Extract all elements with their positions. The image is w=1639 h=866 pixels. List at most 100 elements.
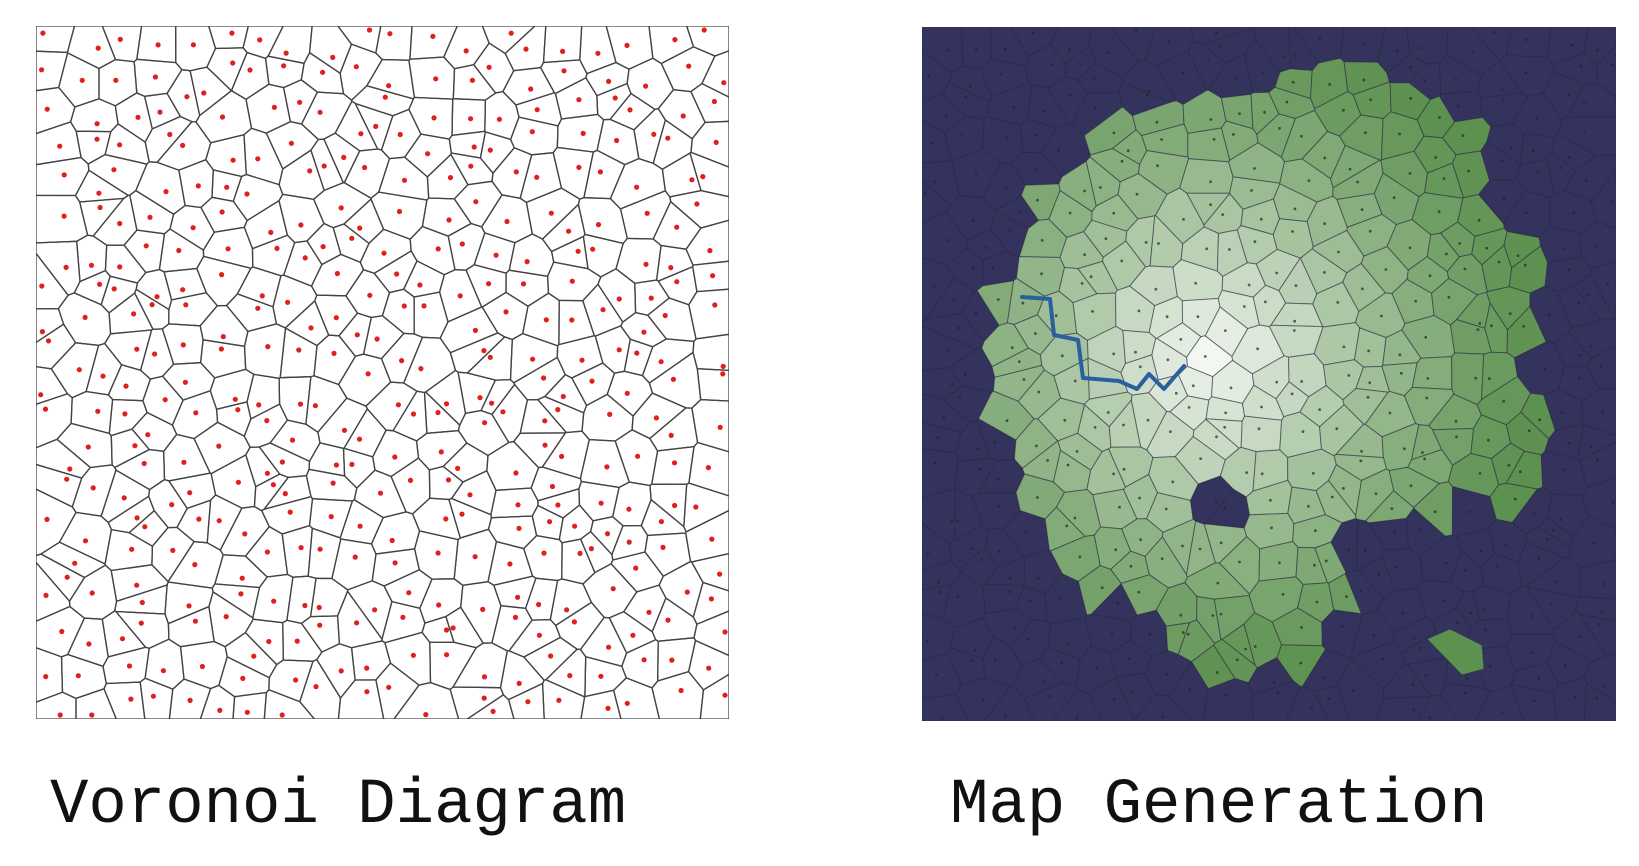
map-site [1066, 463, 1070, 467]
voronoi-site [317, 109, 323, 115]
voronoi-site [117, 264, 123, 270]
voronoi-site [235, 407, 241, 413]
map-site [971, 219, 975, 223]
map-site [1005, 419, 1009, 423]
voronoi-site [433, 76, 439, 82]
voronoi-site [481, 674, 488, 680]
voronoi-site [604, 464, 610, 470]
voronoi-site [230, 157, 236, 163]
map-site [1523, 263, 1527, 267]
voronoi-site [256, 402, 262, 408]
voronoi-site [418, 366, 424, 372]
voronoi-site [180, 287, 186, 293]
map-site [1577, 301, 1580, 305]
ocean-cell [1478, 178, 1526, 225]
map-site [1384, 268, 1388, 271]
voronoi-site [142, 524, 148, 530]
voronoi-site [534, 107, 540, 113]
voronoi-site [616, 296, 622, 302]
map-site [1235, 658, 1239, 662]
map-site [1137, 590, 1141, 594]
voronoi-site [447, 175, 454, 181]
map-site [1244, 647, 1247, 651]
voronoi-site [630, 632, 636, 638]
map-site [1126, 149, 1130, 153]
map-site [1603, 684, 1607, 688]
map-site [1181, 71, 1185, 75]
ocean-cell [1505, 27, 1552, 58]
map-site [1099, 186, 1102, 189]
voronoi-site [94, 121, 100, 127]
map-site [1198, 547, 1202, 551]
map-site [1314, 529, 1317, 532]
map-site [1337, 250, 1340, 254]
voronoi-site [548, 653, 554, 659]
voronoi-site [709, 536, 715, 542]
voronoi-site [187, 697, 193, 704]
map-site [1567, 93, 1571, 97]
map-site [1322, 676, 1326, 680]
map-site [1301, 430, 1305, 433]
map-site [1507, 464, 1511, 467]
map-site [1042, 109, 1046, 113]
map-generation-canvas [922, 27, 1616, 721]
voronoi-site [145, 432, 151, 438]
map-site [1256, 347, 1259, 351]
map-site [1148, 633, 1152, 636]
voronoi-site [392, 454, 398, 460]
voronoi-site [216, 518, 222, 524]
voronoi-site [595, 222, 602, 228]
map-site [974, 171, 978, 175]
voronoi-site [43, 592, 49, 599]
map-site [1209, 118, 1213, 121]
map-site [1360, 449, 1363, 453]
voronoi-site [700, 174, 706, 180]
voronoi-site [444, 652, 450, 658]
voronoi-cell [685, 219, 729, 266]
voronoi-site [289, 437, 296, 443]
voronoi-site [264, 470, 270, 476]
voronoi-site [94, 136, 100, 142]
map-site [1232, 133, 1235, 136]
voronoi-site [467, 492, 473, 498]
voronoi-site [616, 347, 622, 353]
voronoi-site [381, 250, 387, 256]
voronoi-site [57, 712, 63, 718]
map-site [978, 467, 982, 471]
voronoi-site [242, 531, 248, 537]
voronoi-site [560, 393, 566, 400]
map-site [1347, 374, 1351, 377]
map-site [1104, 237, 1108, 241]
voronoi-site [122, 411, 128, 417]
map-site [1264, 300, 1267, 304]
voronoi-site [576, 164, 582, 170]
voronoi-site [255, 305, 261, 311]
voronoi-site [595, 50, 601, 56]
map-site [1348, 167, 1352, 171]
voronoi-site [143, 243, 149, 249]
map-site [1408, 246, 1412, 250]
map-site [1293, 54, 1297, 58]
voronoi-cell [334, 100, 379, 152]
map-site [1165, 315, 1169, 319]
voronoi-site [67, 466, 73, 472]
voronoi-site [219, 272, 225, 278]
map-site [1496, 565, 1499, 568]
map-site [974, 312, 978, 315]
map-site [1502, 710, 1505, 714]
map-site [976, 447, 980, 451]
map-site [964, 95, 967, 98]
voronoi-site [541, 550, 547, 556]
voronoi-site [605, 705, 611, 711]
voronoi-site [313, 684, 319, 690]
voronoi-site [377, 490, 384, 496]
voronoi-site [63, 264, 69, 270]
voronoi-site [626, 539, 632, 545]
voronoi-background [36, 26, 729, 719]
map-site [1122, 423, 1125, 427]
map-site [1463, 267, 1467, 271]
voronoi-site [297, 401, 304, 407]
map-site [1488, 665, 1492, 668]
map-site [1313, 563, 1316, 567]
map-site [1516, 254, 1520, 257]
